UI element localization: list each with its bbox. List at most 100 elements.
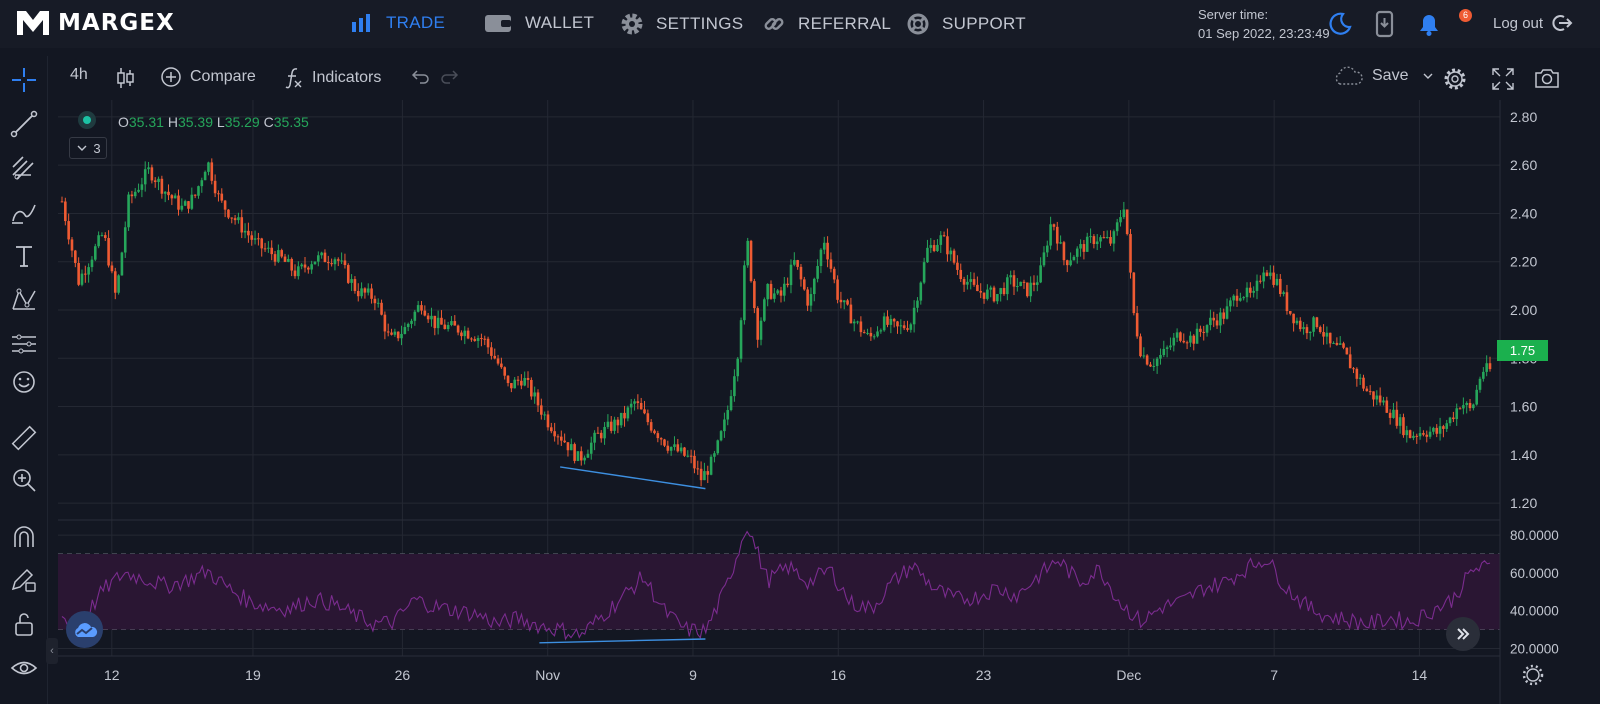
candle-body [1312,317,1315,332]
emoji-tool[interactable] [9,367,39,397]
candle-body [67,221,70,240]
scroll-to-realtime-button[interactable] [1446,617,1480,651]
compare-button[interactable]: Compare [160,66,256,88]
pitchfork-tool[interactable] [9,153,39,183]
candle-body [426,315,430,320]
nav-support[interactable]: SUPPORT [906,12,1026,36]
candle-body [157,178,160,183]
candle-body [1239,298,1242,301]
candle-body [263,248,267,250]
candle-body [413,311,417,321]
candle-body [200,180,204,187]
candle-body [1445,423,1449,429]
interval-button[interactable]: 4h [70,66,88,84]
redo-button[interactable] [440,66,470,88]
nav-settings[interactable]: SETTINGS [620,12,743,36]
candle-body [939,235,943,245]
measure-tool[interactable] [9,423,39,453]
candle-body [1368,391,1372,393]
nav-referral[interactable]: REFERRAL [762,12,891,36]
candle-body [1082,244,1086,252]
candle-body [689,455,693,457]
undo-button[interactable] [408,66,438,88]
brush-tool[interactable] [9,197,39,227]
save-button[interactable]: Save [1332,66,1438,86]
screenshot-button[interactable] [1534,66,1568,90]
candle-body [1165,347,1169,349]
bell-icon[interactable] [1416,10,1442,38]
trend-line-rsi [539,638,706,644]
logout-button[interactable]: Log out [1493,13,1573,33]
candle-body [1375,395,1379,400]
low-value: 35.29 [224,114,260,130]
tradingview-logo[interactable] [66,611,103,648]
nav-trade[interactable]: TRADE [350,12,445,34]
candle-body [616,419,620,426]
candle-body [1438,426,1442,434]
fullscreen-icon [1492,68,1514,90]
candle-body [999,288,1002,295]
candle-body [1105,236,1109,238]
candle-body [1095,241,1099,245]
candle-body [510,383,513,389]
nav-wallet[interactable]: WALLET [483,12,594,34]
candle-body [233,218,237,221]
pitchfork-icon [12,156,34,180]
candle-body [1468,402,1472,409]
candle-body [1052,224,1056,227]
candle-body [926,247,929,263]
camera-icon [1535,69,1559,88]
chart-settings-button[interactable] [1442,66,1476,92]
moon-icon[interactable] [1327,10,1353,36]
candle-body [1179,332,1182,341]
candle-body [629,403,633,408]
crosshair-icon [12,68,36,92]
magnet-tool[interactable] [9,523,39,553]
rsi-tick-label: 40.0000 [1510,604,1559,619]
price-tick-label: 1.40 [1510,447,1537,463]
candle-body [1065,260,1069,266]
trend-line-tool[interactable] [9,109,39,139]
rsi-series [61,530,1491,641]
crosshair-tool[interactable] [9,65,39,95]
candle-body [1245,287,1249,298]
candle-body [663,439,666,446]
candle-body [410,320,413,324]
undo-icon [411,70,429,84]
visibility-tool[interactable] [9,653,39,683]
candle-body [220,193,224,201]
lock-tool[interactable] [9,609,39,639]
toolbar-collapse-button[interactable]: ‹ [46,638,58,664]
candle-body [992,287,996,302]
lifebuoy-icon [907,13,929,35]
candle-body [486,338,490,348]
price-chart[interactable]: 2.802.602.402.202.001.801.601.401.2080.0… [58,100,1600,704]
lock-drawings-tool[interactable] [9,565,39,595]
candle-body [270,247,274,255]
price-tick-label: 1.60 [1510,399,1537,415]
candle-body [836,279,839,300]
brand-logo[interactable]: MARGEX [16,8,175,38]
candle-body [1252,290,1255,293]
logout-label: Log out [1493,14,1544,32]
time-tick-label: 7 [1270,667,1278,683]
candle-body [373,298,377,304]
visibility-dot-icon[interactable] [78,111,96,129]
candle-body [859,321,863,333]
candle-body [123,227,127,253]
candle-body [466,330,470,339]
candle-body [709,456,713,475]
pattern-tool[interactable] [9,285,39,315]
chart-type-button[interactable] [116,66,144,90]
candle-body [889,318,893,325]
candle-body [936,244,939,252]
indicators-button[interactable]: Indicators [284,66,381,90]
legend-collapse-button[interactable]: 3 [69,137,107,159]
candle-body [892,318,896,322]
candle-body [846,300,849,305]
prediction-tool[interactable] [9,329,39,359]
zoom-tool[interactable] [9,465,39,495]
mobile-app-icon[interactable] [1372,10,1398,38]
fullscreen-button[interactable] [1490,66,1524,92]
text-tool[interactable] [9,241,39,271]
